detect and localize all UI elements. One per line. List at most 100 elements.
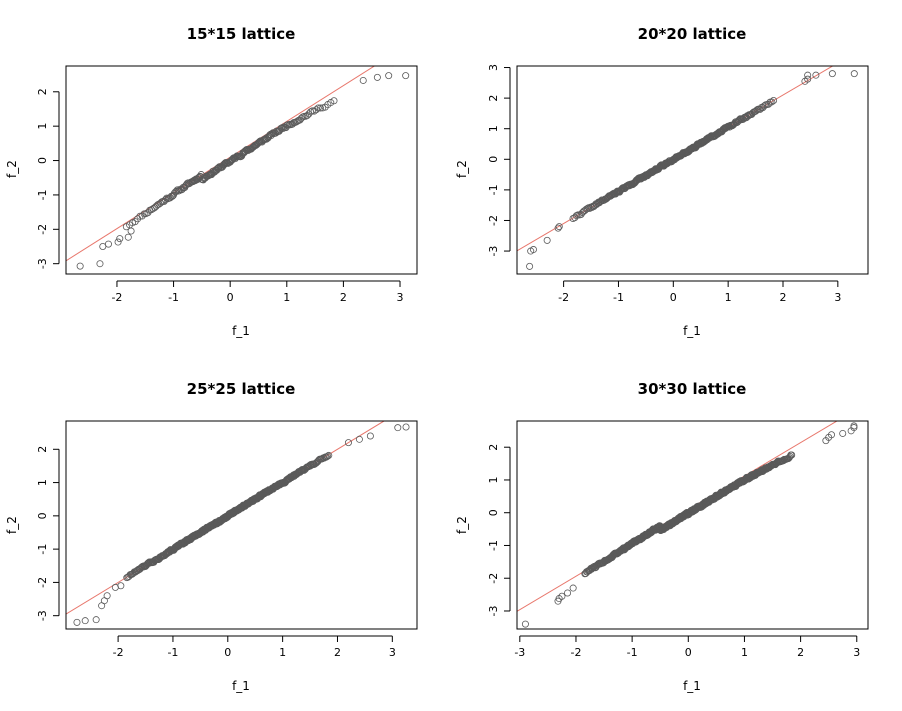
panel-4-ylabel: f_2 <box>455 516 469 534</box>
plot-frame <box>65 65 418 275</box>
plot-frame <box>516 65 869 275</box>
data-point <box>569 584 577 592</box>
panel-1-ylabel: f_2 <box>5 160 19 178</box>
panel-3-xlabel: f_1 <box>232 679 250 693</box>
data-point <box>850 422 858 430</box>
data-point <box>402 423 410 431</box>
data-point <box>558 592 566 600</box>
panel-2-title: 20*20 lattice <box>638 25 747 43</box>
data-point <box>543 236 551 244</box>
data-point <box>723 123 731 131</box>
x-tick-label: 0 <box>224 646 231 659</box>
y-tick-label: -2 <box>36 577 49 588</box>
y-tick-label: -1 <box>36 544 49 555</box>
y-tick-label: 1 <box>36 479 49 486</box>
panel-1: 15*15 lattice f_1 f_2 -2 -1 0 1 2 3 -3 -2 -1 0 1 2 <box>5 25 418 338</box>
data-point <box>73 618 81 626</box>
panel-1-title: 15*15 lattice <box>187 25 296 43</box>
panel-2: 20*20 lattice f_1 f_2 -2 -1 0 1 2 3 -3 -2 -1 0 1 2 3 <box>455 25 869 338</box>
data-point <box>104 240 112 248</box>
panel-4-plot-area: -3 -2 -1 0 1 2 3 -3 -2 -1 0 1 2 <box>487 420 869 659</box>
x-tick-label: 1 <box>741 646 748 659</box>
x-tick-label: 1 <box>725 291 732 304</box>
data-point <box>581 206 589 214</box>
panel-3: 25*25 lattice f_1 f_2 -2 -1 0 1 2 3 -3 -2 -1 0 1 2 <box>5 380 418 693</box>
y-tick-label: 0 <box>487 156 500 163</box>
data-point <box>812 71 820 79</box>
data-point <box>804 75 812 83</box>
panel-3-ylabel: f_2 <box>5 516 19 534</box>
data-point <box>735 117 743 125</box>
data-point <box>114 238 122 246</box>
x-tick-label: 2 <box>797 646 804 659</box>
x-tick-label: -3 <box>514 646 525 659</box>
data-point <box>850 424 858 432</box>
panel-1-xlabel: f_1 <box>232 324 250 338</box>
x-tick-label: 3 <box>834 291 841 304</box>
y-tick-label: -3 <box>36 610 49 621</box>
data-point <box>529 246 537 254</box>
panel-1-plot-area: -2 -1 0 1 2 3 -3 -2 -1 0 1 2 <box>36 65 418 304</box>
data-point <box>554 224 562 232</box>
panel-2-ylabel: f_2 <box>455 160 469 178</box>
x-tick-label: 3 <box>389 646 396 659</box>
y-tick-label: -2 <box>36 224 49 235</box>
data-point <box>355 435 363 443</box>
data-point <box>554 597 562 605</box>
x-tick-label: 2 <box>779 291 786 304</box>
y-tick-label: 2 <box>36 88 49 95</box>
data-point <box>314 104 322 112</box>
data-point <box>96 260 104 268</box>
data-point <box>839 429 847 437</box>
plot-frame <box>65 420 418 630</box>
data-point <box>788 451 796 459</box>
data-point <box>402 72 410 80</box>
x-tick-label: -2 <box>111 291 122 304</box>
data-point <box>117 582 125 590</box>
y-tick-label: -2 <box>487 215 500 226</box>
data-point <box>564 589 572 597</box>
data-point <box>770 96 778 104</box>
data-point <box>124 233 132 241</box>
data-point <box>804 71 812 79</box>
y-tick-label: -1 <box>487 184 500 195</box>
data-point <box>76 262 84 270</box>
data-point <box>359 76 367 84</box>
y-tick-label: -3 <box>487 246 500 257</box>
y-tick-label: -3 <box>36 258 49 269</box>
data-point <box>828 431 836 439</box>
data-point <box>394 424 402 432</box>
panel-4: 30*30 lattice f_1 f_2 -3 -2 -1 0 1 2 3 -3 -2 -1 0 1… <box>455 380 869 693</box>
data-point <box>325 451 333 459</box>
panel-4-xlabel: f_1 <box>683 679 701 693</box>
x-tick-label: -1 <box>627 646 638 659</box>
y-tick-label: 1 <box>487 476 500 483</box>
data-point <box>99 242 107 250</box>
y-tick-label: 3 <box>487 64 500 71</box>
x-tick-label: 0 <box>227 291 234 304</box>
x-tick-label: -2 <box>570 646 581 659</box>
y-tick-label: 0 <box>487 509 500 516</box>
y-tick-label: -3 <box>487 605 500 616</box>
data-point <box>739 115 747 123</box>
x-tick-label: 0 <box>685 646 692 659</box>
x-tick-label: 0 <box>670 291 677 304</box>
data-point <box>316 104 324 112</box>
x-tick-label: -2 <box>558 291 569 304</box>
data-point <box>103 592 111 600</box>
data-point <box>324 452 332 460</box>
x-tick-label: 1 <box>279 646 286 659</box>
data-point <box>373 73 381 81</box>
x-tick-label: 3 <box>853 646 860 659</box>
x-tick-label: 3 <box>397 291 404 304</box>
x-tick-label: 1 <box>283 291 290 304</box>
data-point <box>521 620 529 628</box>
data-point <box>555 223 563 231</box>
plot-frame <box>516 420 869 630</box>
data-point <box>116 235 124 243</box>
panel-4-title: 30*30 lattice <box>638 380 747 398</box>
data-point <box>138 212 146 220</box>
data-point <box>752 107 760 115</box>
y-tick-label: -1 <box>36 189 49 200</box>
data-point <box>136 212 144 220</box>
